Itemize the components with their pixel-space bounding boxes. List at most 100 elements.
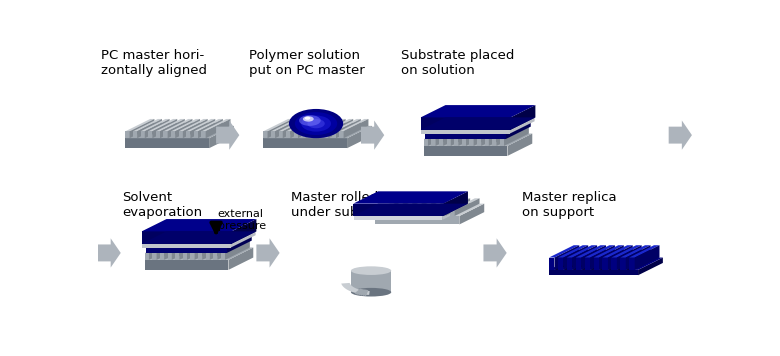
Polygon shape [594,257,599,270]
Polygon shape [443,191,468,216]
Polygon shape [278,131,283,138]
Polygon shape [594,245,624,257]
Polygon shape [413,198,442,211]
Polygon shape [420,117,511,130]
Polygon shape [229,247,254,270]
Polygon shape [581,245,606,270]
Polygon shape [424,146,508,156]
Polygon shape [140,119,169,131]
Polygon shape [422,198,452,211]
Polygon shape [294,131,298,138]
Polygon shape [459,204,484,224]
Polygon shape [145,241,174,253]
Polygon shape [264,119,292,131]
Ellipse shape [307,119,324,128]
Polygon shape [183,253,187,260]
Polygon shape [567,245,597,257]
Polygon shape [602,257,608,270]
Polygon shape [157,241,182,260]
Polygon shape [156,119,185,131]
Polygon shape [171,131,176,138]
Polygon shape [145,253,149,260]
Polygon shape [142,231,232,244]
Polygon shape [439,139,443,146]
Polygon shape [500,127,529,139]
Polygon shape [581,257,609,270]
Polygon shape [354,204,467,216]
Polygon shape [599,257,627,270]
Polygon shape [385,211,389,216]
Polygon shape [339,119,368,131]
Ellipse shape [289,109,343,138]
Polygon shape [496,127,521,146]
Polygon shape [268,119,292,138]
Polygon shape [201,119,230,131]
Polygon shape [351,271,392,292]
Polygon shape [168,241,197,253]
Polygon shape [403,198,433,211]
Polygon shape [375,211,380,216]
Polygon shape [558,257,563,270]
Polygon shape [257,238,279,268]
Polygon shape [126,119,154,131]
Polygon shape [353,204,468,216]
Polygon shape [626,245,651,270]
Polygon shape [617,245,642,270]
Polygon shape [555,257,583,270]
Polygon shape [149,241,174,260]
Polygon shape [421,130,510,134]
Polygon shape [420,117,535,130]
Polygon shape [506,121,530,139]
Polygon shape [168,119,193,138]
Polygon shape [209,126,234,148]
Polygon shape [317,131,321,138]
Polygon shape [298,119,323,138]
Polygon shape [612,245,642,257]
Polygon shape [213,253,218,260]
Polygon shape [353,204,443,216]
Polygon shape [210,241,235,260]
Polygon shape [470,127,498,139]
Polygon shape [576,245,606,257]
Polygon shape [576,257,581,270]
Polygon shape [187,241,212,260]
Polygon shape [459,127,483,146]
Polygon shape [152,241,182,253]
Polygon shape [221,253,225,260]
Polygon shape [294,119,323,131]
Polygon shape [231,231,256,247]
Polygon shape [283,119,307,138]
Polygon shape [399,198,424,216]
Polygon shape [361,120,385,150]
Polygon shape [148,131,152,138]
Polygon shape [549,257,663,270]
Polygon shape [324,131,328,138]
Polygon shape [202,241,227,260]
Polygon shape [549,245,580,257]
Text: Master rolled
under substrate: Master rolled under substrate [291,190,398,219]
Polygon shape [442,204,467,220]
Polygon shape [408,198,433,216]
Polygon shape [431,139,435,146]
Polygon shape [164,241,189,260]
Polygon shape [168,253,172,260]
Polygon shape [500,139,504,146]
Polygon shape [275,119,300,138]
Polygon shape [629,257,635,270]
Polygon shape [332,119,361,131]
Polygon shape [172,241,197,260]
Polygon shape [421,117,534,130]
Polygon shape [424,127,452,139]
Polygon shape [462,127,491,139]
Polygon shape [264,131,268,138]
Polygon shape [555,245,580,270]
Polygon shape [668,120,692,150]
Polygon shape [137,119,162,138]
Polygon shape [492,127,521,139]
Polygon shape [194,119,223,131]
Polygon shape [176,119,200,138]
Polygon shape [439,127,468,139]
Polygon shape [160,241,189,253]
Polygon shape [190,241,219,253]
Ellipse shape [303,116,314,122]
